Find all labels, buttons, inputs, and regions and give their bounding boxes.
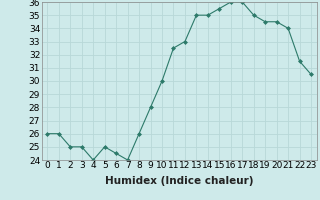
X-axis label: Humidex (Indice chaleur): Humidex (Indice chaleur) <box>105 176 253 186</box>
